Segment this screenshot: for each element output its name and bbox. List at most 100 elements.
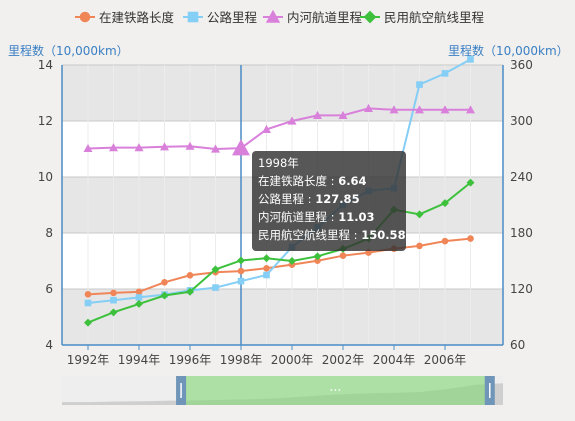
point-marker	[185, 141, 195, 150]
point-marker	[313, 110, 322, 119]
x-tick-label: 1998年	[220, 353, 263, 367]
legend-item-1[interactable]: 公路里程	[183, 10, 258, 25]
y-left-tick-label: 10	[38, 170, 53, 184]
point-marker	[160, 291, 169, 300]
legend-item-3[interactable]: 民用航空航线里程	[360, 10, 485, 25]
zoom-center-grip	[330, 389, 333, 391]
point-marker	[338, 110, 348, 119]
point-marker	[313, 252, 322, 261]
point-marker	[416, 81, 423, 88]
tooltip-title: 1998年	[258, 156, 299, 170]
point-marker	[389, 105, 399, 114]
point-marker	[211, 265, 220, 274]
point-marker	[364, 103, 373, 112]
point-marker	[288, 257, 296, 265]
point-marker	[109, 308, 118, 317]
axes: 46810121460120180240300360里程数（10,000km）里…	[8, 43, 569, 367]
point-marker	[83, 143, 93, 153]
legend[interactable]: 在建铁路长度 公路里程 内河航道里程 民用航空航线里程	[75, 9, 485, 25]
y-left-tick-label: 12	[38, 114, 53, 128]
point-marker	[186, 287, 194, 296]
point-marker	[287, 116, 297, 125]
y-left-tick-label: 14	[38, 58, 53, 72]
point-marker	[187, 11, 199, 23]
y-left-tick-label: 6	[45, 282, 53, 296]
plot-band	[62, 65, 503, 121]
x-tick-label: 2000年	[271, 353, 314, 367]
plot-band	[62, 289, 503, 345]
point-marker	[232, 139, 250, 156]
point-marker	[339, 252, 347, 259]
point-marker	[263, 264, 270, 272]
y-left-tick-label: 4	[45, 338, 53, 352]
tooltip-row-highway: 公路里程 : 127.85	[258, 192, 360, 206]
point-marker	[110, 296, 117, 304]
point-marker	[84, 318, 92, 327]
point-marker	[160, 142, 169, 151]
point-marker	[84, 291, 92, 298]
point-marker	[467, 56, 474, 63]
point-marker	[135, 294, 143, 301]
tooltip: 1998年 在建铁路长度 : 6.64 公路里程 : 127.85 内河航道里程…	[252, 151, 406, 251]
point-marker	[186, 271, 194, 279]
legend-item-2[interactable]: 内河航道里程	[263, 9, 363, 25]
y-right-tick-label: 240	[510, 170, 533, 184]
legend-label: 民用航空航线里程	[384, 10, 485, 25]
x-tick-label: 2006年	[424, 353, 467, 367]
y-right-tick-label: 120	[510, 282, 533, 296]
point-marker	[466, 178, 475, 187]
legend-label: 在建铁路长度	[99, 10, 175, 25]
zoom-center-grip	[334, 389, 337, 391]
zoom-center-grip	[338, 389, 341, 391]
tooltip-row-railway: 在建铁路长度 : 6.64	[258, 174, 367, 188]
y-right-tick-label: 180	[510, 226, 533, 240]
point-marker	[109, 143, 118, 152]
y-left-tick-label: 8	[45, 226, 53, 240]
point-marker	[363, 10, 377, 24]
point-marker	[466, 105, 475, 114]
y-right-axis-label: 里程数（10,000km）	[448, 43, 569, 58]
tooltip-row-airline: 民用航空航线里程 : 150.58	[258, 228, 406, 242]
tooltip-row-waterway: 内河航道里程 : 11.03	[258, 210, 375, 224]
point-marker	[440, 105, 450, 114]
legend-item-0[interactable]: 在建铁路长度	[75, 10, 175, 25]
point-marker	[441, 70, 449, 77]
point-marker	[79, 11, 91, 23]
point-marker	[314, 257, 321, 265]
point-marker	[441, 199, 449, 208]
point-marker	[237, 256, 245, 265]
x-tick-label: 2004年	[373, 353, 416, 367]
point-marker	[262, 254, 271, 263]
point-marker	[262, 124, 271, 133]
y-left-axis-label: 里程数（10,000km）	[8, 43, 129, 58]
series-line	[87, 237, 471, 296]
series-line	[87, 58, 471, 304]
series-line	[87, 107, 471, 151]
series-line	[87, 181, 472, 324]
point-marker	[415, 210, 424, 219]
point-marker	[237, 267, 245, 275]
data-zoom[interactable]	[62, 376, 503, 405]
point-marker	[263, 271, 270, 279]
point-marker	[415, 105, 424, 114]
point-marker	[212, 284, 219, 291]
point-marker	[110, 289, 117, 297]
point-marker	[467, 235, 474, 242]
y-right-tick-label: 360	[510, 58, 533, 72]
legend-label: 内河航道里程	[287, 10, 363, 25]
point-marker	[135, 299, 143, 308]
point-marker	[416, 242, 423, 250]
point-marker	[265, 9, 281, 23]
y-right-tick-label: 300	[510, 114, 533, 128]
point-marker	[134, 143, 144, 152]
point-marker	[161, 278, 168, 286]
legend-label: 公路里程	[207, 10, 258, 25]
y-right-tick-label: 60	[510, 338, 525, 352]
x-tick-label: 1992年	[67, 353, 110, 367]
point-marker	[84, 299, 92, 307]
x-tick-label: 1994年	[118, 353, 161, 367]
x-tick-label: 1996年	[169, 353, 212, 367]
point-marker	[135, 288, 143, 296]
series-2[interactable]	[83, 103, 476, 156]
point-marker	[237, 277, 245, 285]
